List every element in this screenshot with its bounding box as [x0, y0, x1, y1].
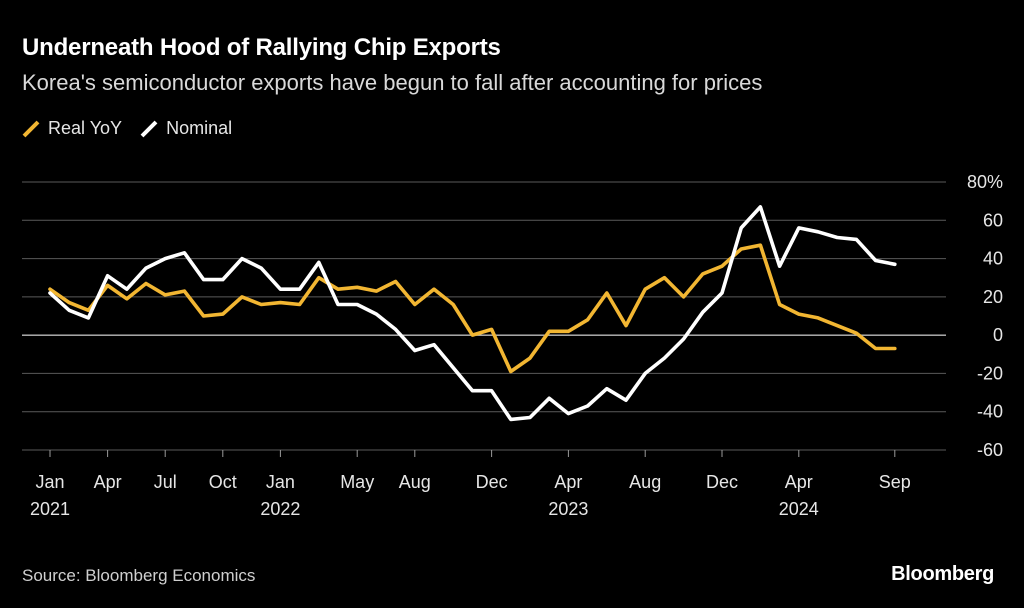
legend-swatch-real-icon	[22, 120, 40, 137]
y-tick-label: 40	[983, 249, 1003, 269]
x-tick-label: Apr	[554, 472, 582, 492]
y-tick-label: -40	[977, 402, 1003, 422]
x-tick-label: Jan	[266, 472, 295, 492]
x-tick-label: Dec	[706, 472, 738, 492]
legend-label-real: Real YoY	[48, 118, 123, 138]
y-tick-label: 60	[983, 210, 1003, 230]
x-tick-label: Apr	[94, 472, 122, 492]
y-tick-label: 20	[983, 287, 1003, 307]
y-tick-label: 80%	[967, 172, 1003, 192]
x-tick-label: Jul	[154, 472, 177, 492]
y-tick-label: 0	[993, 325, 1003, 345]
x-tick-label: Jan	[35, 472, 64, 492]
x-tick-label: Apr	[785, 472, 813, 492]
legend: Real YoY Nominal	[22, 118, 232, 139]
series-line-real-yoy	[48, 243, 897, 374]
x-tick-year-label: 2021	[30, 499, 70, 519]
x-tick-label: Sep	[879, 472, 911, 492]
brand-logo: Bloomberg	[891, 563, 994, 585]
legend-label-nominal: Nominal	[166, 118, 233, 138]
x-tick-label: Oct	[209, 472, 237, 492]
chart-subtitle: Korea's semiconductor exports have begun…	[22, 70, 763, 95]
x-tick-label: May	[340, 472, 374, 492]
legend-swatch-nominal-icon	[140, 120, 158, 137]
y-tick-label: -20	[977, 363, 1003, 383]
y-tick-label: -60	[977, 440, 1003, 460]
x-tick-label: Dec	[476, 472, 508, 492]
x-tick-label: Aug	[629, 472, 661, 492]
source-note: Source: Bloomberg Economics	[22, 566, 256, 585]
x-tick-label: Aug	[399, 472, 431, 492]
x-tick-year-label: 2024	[779, 499, 819, 519]
legend-item-nominal: Nominal	[140, 118, 232, 139]
series-line-nominal	[48, 205, 897, 422]
x-tick-year-label: 2022	[260, 499, 300, 519]
legend-item-real: Real YoY	[22, 118, 122, 139]
chart-title: Underneath Hood of Rallying Chip Exports	[22, 34, 501, 61]
x-tick-year-label: 2023	[548, 499, 588, 519]
